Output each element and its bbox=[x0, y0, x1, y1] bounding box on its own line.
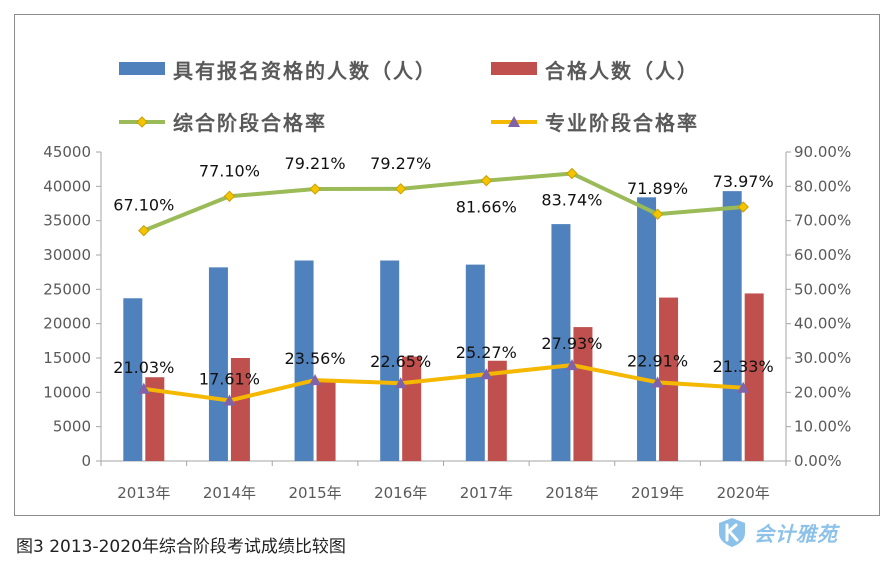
data-point-diamond bbox=[651, 208, 664, 220]
data-point-triangle bbox=[565, 359, 578, 371]
data-point-triangle bbox=[394, 377, 407, 389]
data-label: 67.10% bbox=[113, 196, 174, 215]
x-axis-tick-label: 2016年 bbox=[374, 484, 427, 502]
left-axis-tick-label: 5000 bbox=[53, 418, 91, 436]
data-point-diamond bbox=[480, 174, 493, 187]
bar-eligible bbox=[294, 260, 314, 461]
bar-eligible bbox=[722, 191, 742, 461]
bar-passed bbox=[744, 293, 764, 461]
legend-label: 专业阶段合格率 bbox=[545, 111, 699, 135]
legend-marker-diamond bbox=[136, 116, 148, 128]
data-label: 79.21% bbox=[285, 154, 346, 173]
bar-passed bbox=[145, 377, 165, 461]
data-label: 21.03% bbox=[113, 358, 174, 377]
x-axis-tick-label: 2015年 bbox=[288, 484, 341, 502]
left-axis-tick-label: 0 bbox=[81, 452, 91, 470]
left-axis-tick-label: 35000 bbox=[43, 212, 91, 230]
left-axis-tick-label: 10000 bbox=[43, 383, 91, 401]
data-point-diamond bbox=[737, 201, 749, 213]
data-point-diamond bbox=[223, 190, 236, 202]
legend-swatch-bar bbox=[119, 62, 165, 75]
data-label: 73.97% bbox=[713, 172, 774, 191]
data-label: 27.93% bbox=[541, 334, 602, 353]
data-point-triangle bbox=[137, 382, 150, 394]
watermark-text: 会计雅苑 bbox=[754, 521, 838, 546]
data-label: 25.27% bbox=[456, 343, 517, 362]
bar-eligible bbox=[637, 197, 657, 461]
data-label: 79.27% bbox=[370, 154, 431, 173]
x-axis-tick-label: 2014年 bbox=[203, 484, 256, 502]
right-axis-tick-label: 70.00% bbox=[794, 212, 851, 230]
legend-label: 综合阶段合格率 bbox=[173, 111, 327, 135]
data-point-triangle bbox=[480, 368, 493, 380]
bar-passed bbox=[230, 358, 250, 461]
data-label: 83.74% bbox=[541, 190, 602, 209]
data-point-diamond bbox=[394, 183, 407, 195]
data-point-triangle bbox=[223, 394, 236, 406]
data-label: 22.91% bbox=[627, 351, 688, 370]
left-axis-tick-label: 30000 bbox=[43, 246, 91, 264]
data-point-diamond bbox=[309, 183, 321, 195]
x-axis-tick-label: 2019年 bbox=[631, 484, 684, 502]
legend-swatch-bar bbox=[491, 62, 537, 75]
x-axis-tick-label: 2018年 bbox=[545, 484, 598, 502]
right-axis-tick-label: 20.00% bbox=[794, 383, 851, 401]
right-axis-tick-label: 80.00% bbox=[794, 177, 851, 195]
data-label: 22.65% bbox=[370, 352, 431, 371]
right-axis-tick-label: 10.00% bbox=[794, 418, 851, 436]
bar-passed bbox=[316, 379, 336, 461]
shield-k-logo-icon bbox=[719, 518, 745, 547]
left-axis-tick-label: 45000 bbox=[43, 143, 91, 161]
x-axis-tick-label: 2017年 bbox=[460, 484, 513, 502]
figure-caption: 图3 2013-2020年综合阶段考试成绩比较图 bbox=[16, 537, 346, 557]
bar-eligible bbox=[208, 267, 228, 461]
data-label: 81.66% bbox=[456, 198, 517, 217]
data-point-diamond bbox=[138, 224, 150, 237]
bar-eligible bbox=[551, 224, 571, 461]
left-axis-tick-label: 15000 bbox=[43, 349, 91, 367]
legend-label: 具有报名资格的人数（人） bbox=[173, 59, 437, 83]
data-label: 21.33% bbox=[713, 357, 774, 376]
x-axis-tick-label: 2013年 bbox=[117, 484, 170, 502]
bar-passed bbox=[659, 297, 679, 461]
bar-passed bbox=[487, 360, 507, 461]
right-axis-tick-label: 0.00% bbox=[794, 452, 842, 470]
data-point-triangle bbox=[309, 374, 322, 386]
series-line-professional bbox=[143, 363, 744, 403]
data-label: 71.89% bbox=[627, 179, 688, 198]
left-axis-tick-label: 20000 bbox=[43, 315, 91, 333]
legend-marker-triangle bbox=[508, 116, 520, 127]
left-axis-tick-label: 25000 bbox=[43, 280, 91, 298]
data-label: 77.10% bbox=[199, 161, 260, 180]
data-point-triangle bbox=[651, 376, 664, 388]
data-label: 23.56% bbox=[285, 349, 346, 368]
left-axis-tick-label: 40000 bbox=[43, 177, 91, 195]
legend-label: 合格人数（人） bbox=[545, 59, 699, 83]
right-axis-tick-label: 60.00% bbox=[794, 246, 851, 264]
data-label: 17.61% bbox=[199, 370, 260, 389]
right-axis-tick-label: 50.00% bbox=[794, 280, 851, 298]
bar-eligible bbox=[123, 298, 143, 461]
data-point-triangle bbox=[737, 381, 750, 393]
right-axis-tick-label: 40.00% bbox=[794, 315, 851, 333]
watermark: 会计雅苑 bbox=[716, 514, 838, 550]
bar-eligible bbox=[465, 264, 485, 461]
bar-passed bbox=[573, 327, 593, 461]
bar-passed bbox=[402, 356, 422, 461]
series-line-comprehensive bbox=[143, 171, 744, 233]
data-point-diamond bbox=[566, 167, 578, 180]
right-axis-tick-label: 30.00% bbox=[794, 349, 851, 367]
bar-eligible bbox=[380, 260, 400, 461]
right-axis-tick-label: 90.00% bbox=[794, 143, 851, 161]
x-axis-tick-label: 2020年 bbox=[717, 484, 770, 502]
